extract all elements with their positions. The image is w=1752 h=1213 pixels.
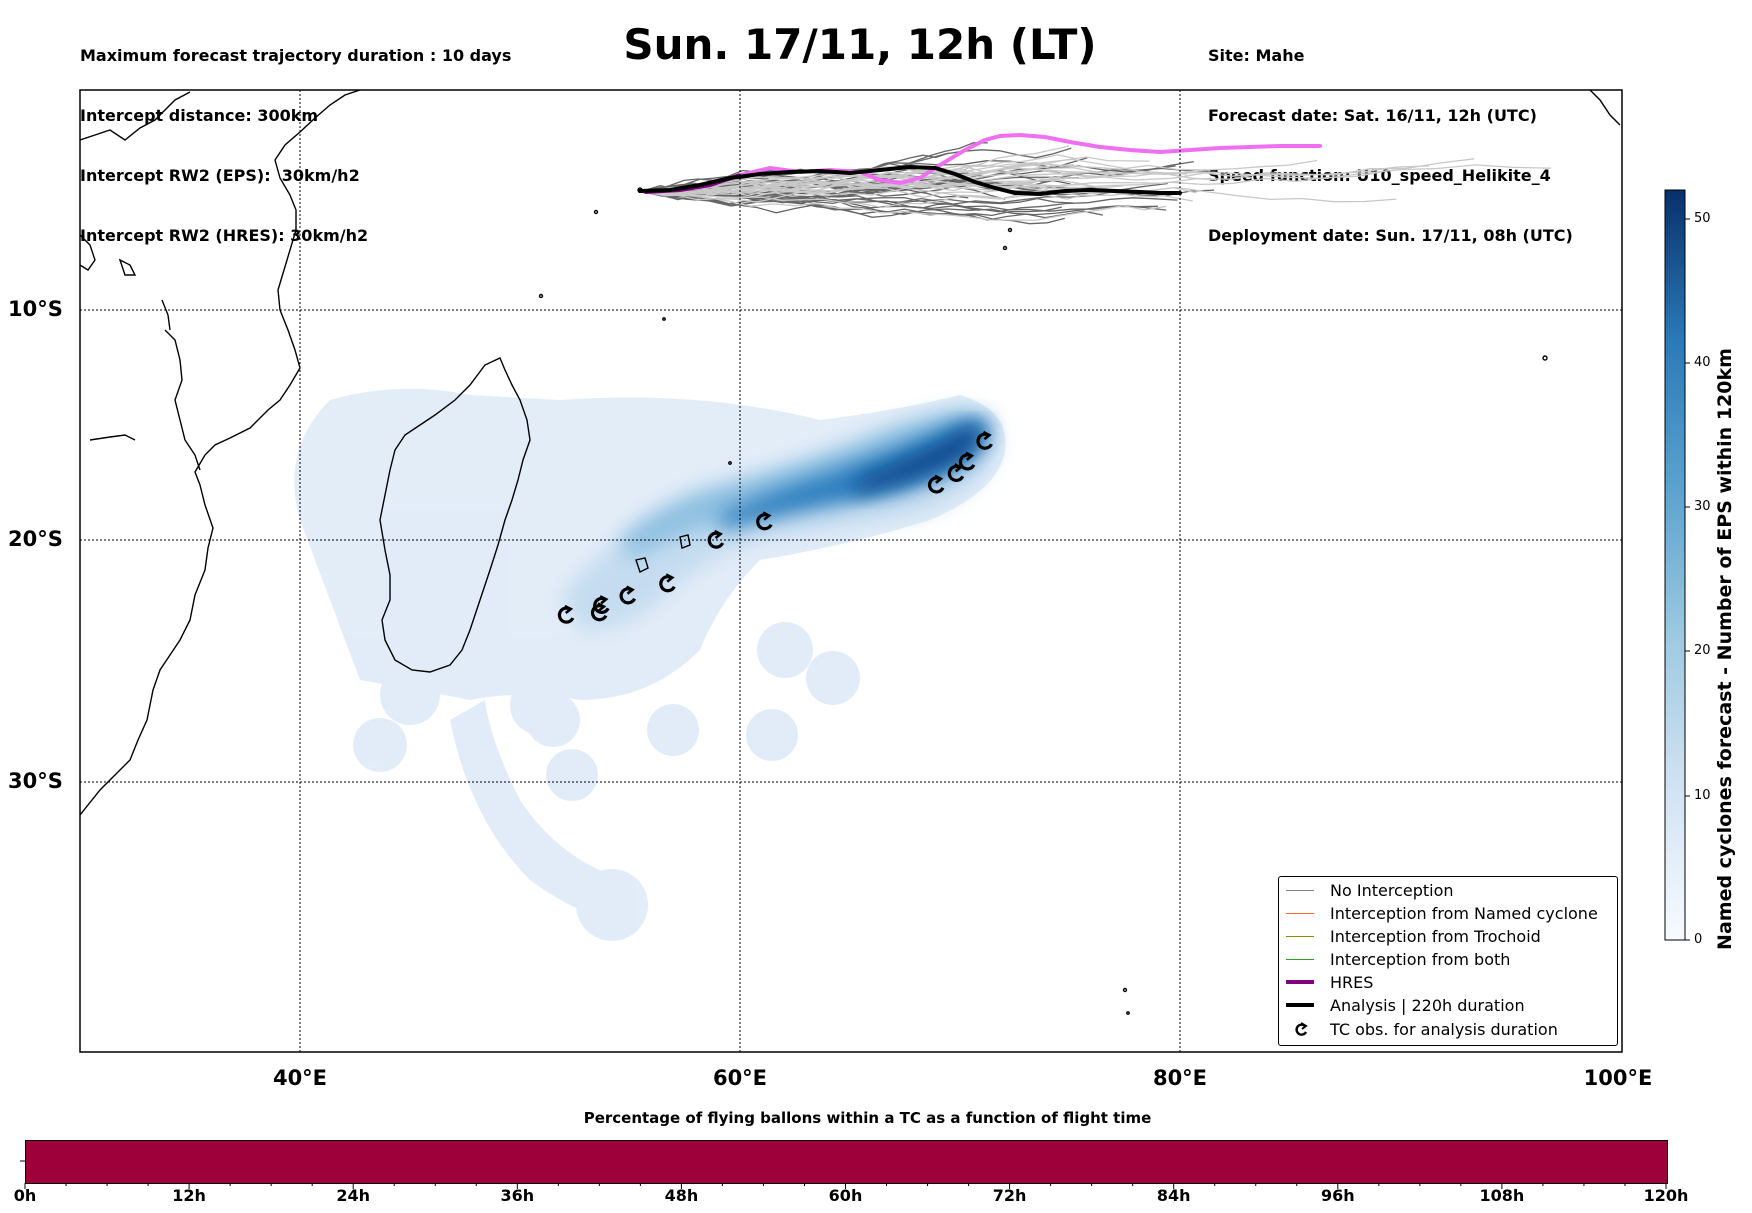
colorbar-tick-label: 10 — [1694, 788, 1711, 803]
legend-label: No Interception — [1330, 880, 1454, 900]
colorbar-tick-label: 0 — [1694, 932, 1703, 947]
header-left-line: Intercept RW2 (EPS): 30km/h2 — [80, 166, 360, 185]
tc-obs-marker — [976, 430, 993, 450]
timebar-tick-label: 36h — [500, 1186, 535, 1205]
tc-obs-marker — [958, 451, 976, 471]
lat-label-20s: 20°S — [8, 527, 63, 551]
header-info-left: Maximum forecast trajectory duration : 1… — [80, 6, 511, 266]
hres-track — [643, 132, 1322, 194]
tc-obs-marker — [593, 595, 610, 615]
timebar-tick-label: 12h — [172, 1186, 206, 1205]
lat-label-10s: 10°S — [8, 297, 63, 321]
legend-item: TC obs. for analysis duration — [1279, 1018, 1617, 1040]
colorbar-tick-label: 50 — [1694, 211, 1711, 226]
timebar-tick-label: 60h — [828, 1186, 863, 1205]
lat-label-30s: 30°S — [8, 769, 63, 793]
header-left-line: Maximum forecast trajectory duration : 1… — [80, 46, 512, 65]
analysis-track — [638, 164, 1182, 197]
tc-obs-icon — [1295, 1022, 1308, 1036]
legend-label: Interception from Named cyclone — [1330, 903, 1598, 923]
tc-obs-marker — [659, 573, 676, 593]
header-left-line: Intercept RW2 (HRES): 30km/h2 — [80, 226, 369, 245]
eps-track — [641, 190, 1074, 207]
coastlines — [80, 90, 1621, 1015]
eps-track — [641, 169, 1390, 196]
timebar-tick-label: 108h — [1479, 1186, 1525, 1205]
colorbar-ticks — [1685, 218, 1690, 941]
lon-label-40e: 40°E — [272, 1066, 328, 1090]
timebar-tick-label: 72h — [992, 1186, 1027, 1205]
timebar — [25, 1140, 1668, 1184]
colorbar-tick-label: 40 — [1694, 355, 1711, 370]
eps-track — [641, 184, 1124, 209]
legend-item: Interception from both — [1279, 948, 1617, 970]
map-title: Sun. 17/11, 12h (LT) — [623, 20, 1097, 69]
header-right-line: Deployment date: Sun. 17/11, 08h (UTC) — [1208, 226, 1573, 245]
tc-obs-marker — [756, 511, 773, 531]
header-left-line: Intercept distance: 300km — [80, 106, 319, 125]
map-frame — [79, 89, 1623, 1053]
timebar-tick-label: 96h — [1320, 1186, 1355, 1205]
eps-track — [641, 190, 1167, 216]
legend-item: No Interception — [1279, 879, 1617, 901]
legend-label: TC obs. for analysis duration — [1330, 1019, 1558, 1039]
tc-obs-marker — [927, 474, 945, 494]
timebar-tick-label: 84h — [1156, 1186, 1191, 1205]
legend-item: HRES — [1279, 971, 1617, 993]
header-right-line: Forecast date: Sat. 16/11, 12h (UTC) — [1208, 106, 1537, 125]
eps-track — [641, 145, 1070, 195]
tc-obs-marker — [619, 585, 636, 605]
timebar-tick-label: 0h — [13, 1186, 37, 1205]
lon-label-100e: 100°E — [1583, 1066, 1653, 1090]
map-legend: No Interception Interception from Named … — [1278, 876, 1618, 1046]
eps-track — [641, 154, 1076, 195]
colorbar-tick-label: 30 — [1694, 499, 1711, 514]
tc-obs-marker — [557, 604, 575, 624]
legend-item: Analysis | 220h duration — [1279, 994, 1617, 1016]
eps-track — [641, 169, 1206, 193]
colorbar — [1664, 189, 1686, 941]
eps-density-core — [720, 420, 989, 530]
legend-item: Interception from Named cyclone — [1279, 902, 1617, 924]
gridlines — [80, 90, 1622, 1052]
legend-label: HRES — [1330, 972, 1374, 992]
tc-obs-marker — [590, 602, 608, 622]
timebar-title: Percentage of flying ballons within a TC… — [583, 1109, 1152, 1127]
eps-track — [641, 190, 1167, 222]
eps-track — [641, 165, 1429, 194]
lon-label-60e: 60°E — [712, 1066, 768, 1090]
timebar-tick-label: 120h — [1643, 1186, 1689, 1205]
colorbar-label: Named cyclones forecast - Number of EPS … — [1714, 348, 1736, 950]
tc-obs-marker — [707, 529, 725, 549]
legend-label: Interception from Trochoid — [1330, 926, 1541, 946]
legend-label: Analysis | 220h duration — [1330, 995, 1525, 1015]
timebar-tick-label: 24h — [336, 1186, 371, 1205]
legend-item: Interception from Trochoid — [1279, 925, 1617, 947]
timebar-fill — [26, 1141, 1667, 1183]
eps-trajectories — [641, 142, 1552, 225]
header-right-line: Site: Mahe — [1208, 46, 1305, 65]
colorbar-tick-label: 20 — [1694, 643, 1711, 658]
tc-observations — [557, 430, 993, 624]
timebar-tick-label: 48h — [664, 1186, 699, 1205]
eps-track — [641, 189, 1158, 212]
legend-label: Interception from both — [1330, 949, 1511, 969]
lon-label-80e: 80°E — [1152, 1066, 1208, 1090]
